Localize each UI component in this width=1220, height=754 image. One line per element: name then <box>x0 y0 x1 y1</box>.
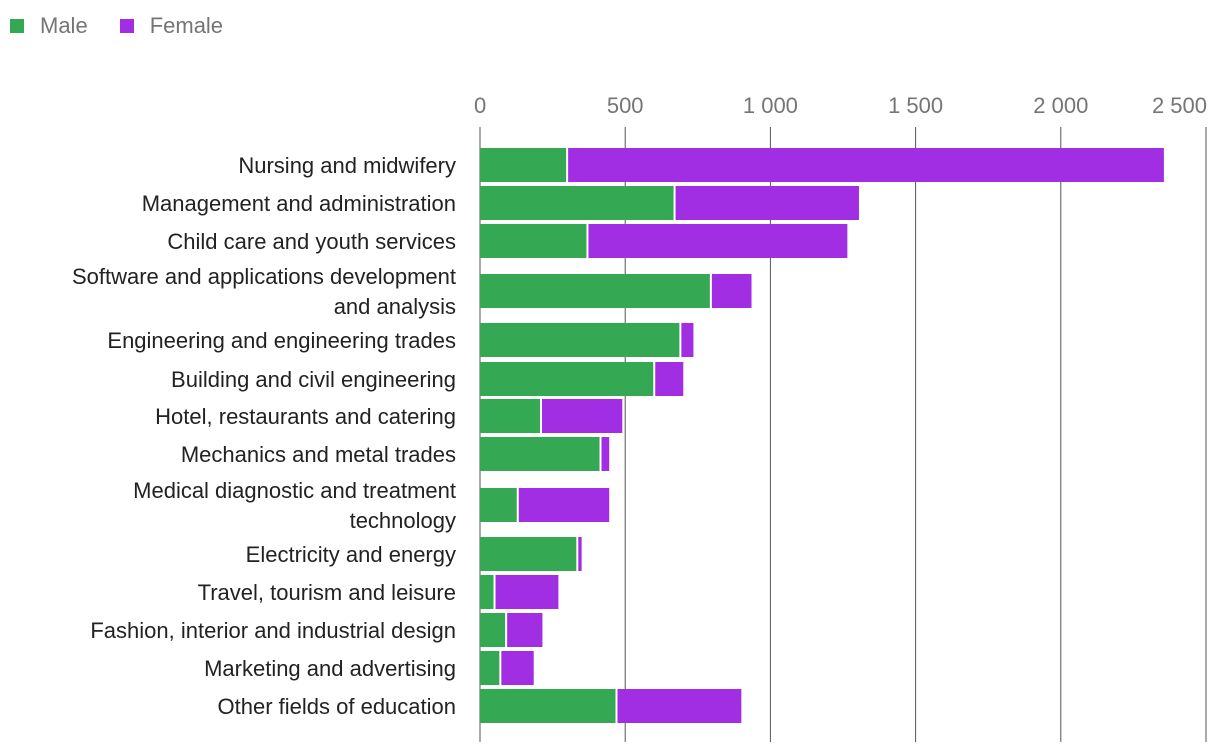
category-label: Travel, tourism and leisure <box>198 580 456 605</box>
category-label: Hotel, restaurants and catering <box>155 404 456 429</box>
category-label: Marketing and advertising <box>204 656 456 681</box>
bar-female <box>495 575 559 609</box>
bar-male <box>480 274 710 308</box>
x-tick-label: 0 <box>474 93 486 118</box>
bar-female <box>711 274 752 308</box>
bar-male <box>480 148 567 182</box>
bar-female <box>655 362 684 396</box>
bar-female <box>578 537 582 571</box>
legend-swatch-male <box>10 19 24 33</box>
bar-female <box>518 488 610 522</box>
category-label: Engineering and engineering trades <box>107 328 456 353</box>
category-label: Electricity and energy <box>246 542 456 567</box>
category-label: Building and civil engineering <box>171 367 456 392</box>
bar-male <box>480 488 517 522</box>
bar-female <box>601 437 610 471</box>
category-label: Mechanics and metal trades <box>181 442 456 467</box>
legend: Male Female <box>10 12 255 40</box>
bar-male <box>480 399 540 433</box>
category-label: Other fields of education <box>218 694 456 719</box>
legend-swatch-female <box>119 19 134 33</box>
category-label: technology <box>350 508 456 533</box>
bar-female <box>617 689 742 723</box>
bar-male <box>480 362 654 396</box>
bar-female <box>568 148 1164 182</box>
legend-item-male[interactable]: Male <box>10 13 88 39</box>
x-tick-label: 1 500 <box>888 93 943 118</box>
bar-male <box>480 651 500 685</box>
category-label: Child care and youth services <box>167 229 456 254</box>
bar-male <box>480 689 616 723</box>
bar-male <box>480 537 577 571</box>
category-label: Software and applications development <box>72 264 456 289</box>
bar-male <box>480 323 680 357</box>
bar-male <box>480 613 506 647</box>
x-tick-label: 1 000 <box>743 93 798 118</box>
bar-male <box>480 575 494 609</box>
legend-item-female[interactable]: Female <box>119 13 224 39</box>
x-tick-label: 2 000 <box>1033 93 1088 118</box>
bar-female <box>588 224 848 258</box>
bar-male <box>480 437 600 471</box>
bar-male <box>480 186 674 220</box>
x-tick-label: 500 <box>607 93 644 118</box>
category-label: and analysis <box>334 294 456 319</box>
category-label: Fashion, interior and industrial design <box>90 618 456 643</box>
bar-female <box>675 186 859 220</box>
legend-label-male: Male <box>40 13 88 38</box>
category-label: Nursing and midwifery <box>238 153 456 178</box>
category-label: Medical diagnostic and treatment <box>133 478 456 503</box>
bar-female <box>501 651 534 685</box>
bar-male <box>480 224 587 258</box>
bar-female <box>541 399 623 433</box>
x-tick-label: 2 500 <box>1152 93 1207 118</box>
bar-female <box>507 613 543 647</box>
category-label: Management and administration <box>142 191 456 216</box>
bar-female <box>681 323 694 357</box>
legend-label-female: Female <box>149 13 224 38</box>
